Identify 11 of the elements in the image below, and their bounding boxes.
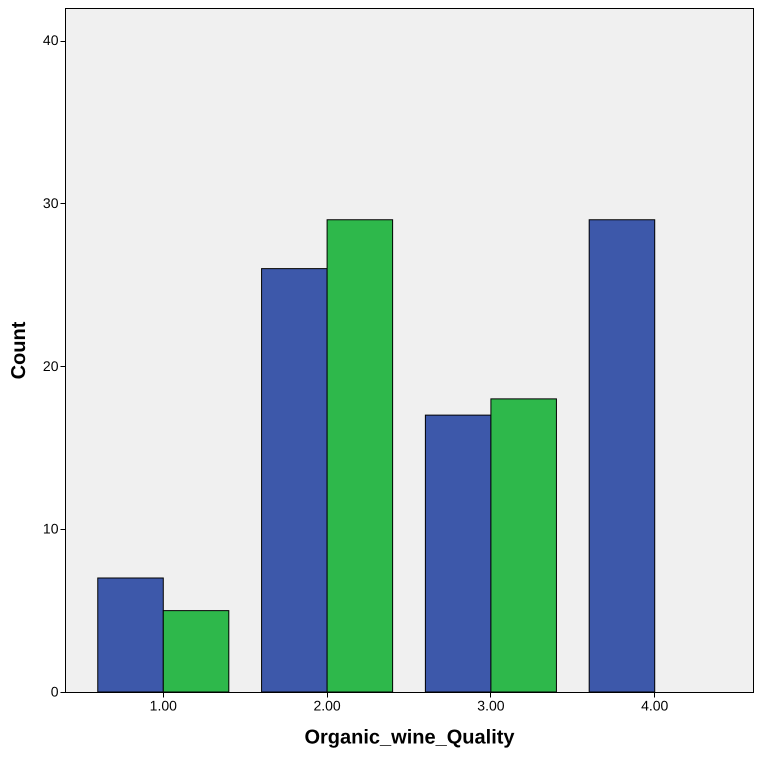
x-tick-label: 2.00 — [313, 698, 341, 714]
y-tick-label: 40 — [42, 32, 59, 48]
y-tick-label: 20 — [42, 358, 59, 374]
x-tick-label: 4.00 — [641, 698, 669, 714]
y-tick-label: 10 — [42, 520, 59, 537]
y-axis-title: Count — [8, 321, 30, 380]
y-tick-label: 0 — [50, 684, 59, 700]
y-tick-label: 30 — [42, 194, 59, 211]
x-tick-label: 1.00 — [150, 698, 178, 714]
x-axis-title: Organic_wine_Quality — [304, 726, 516, 748]
x-tick-label: 3.00 — [477, 698, 505, 714]
